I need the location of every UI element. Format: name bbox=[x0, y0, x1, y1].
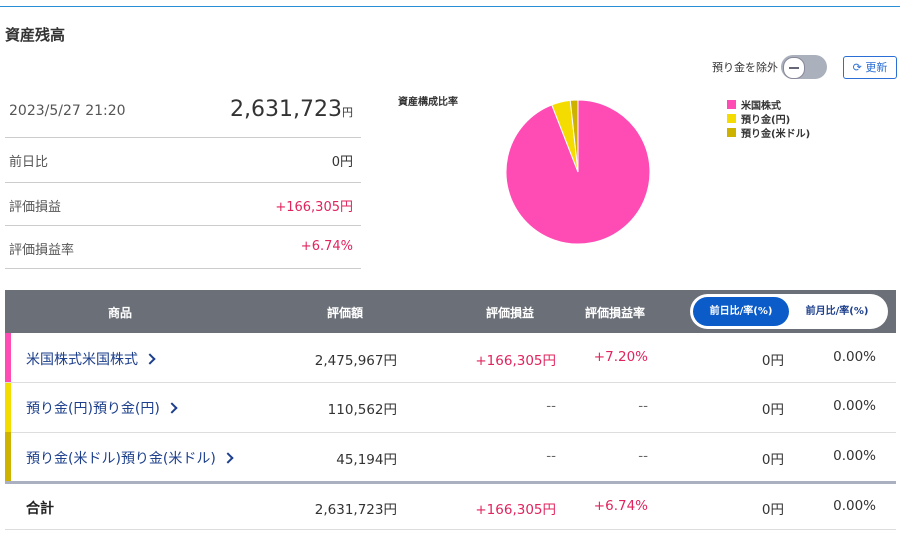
summary-label: 前日比 bbox=[9, 155, 49, 170]
column-header: 評価損益 bbox=[485, 306, 534, 320]
legend-label: 米国株式 bbox=[741, 101, 781, 112]
column-header: 商品 bbox=[107, 306, 132, 320]
tab-active[interactable]: 前日比/率(%) bbox=[693, 297, 789, 326]
product-name: 米国株式 bbox=[82, 351, 138, 368]
chart-title: 資産構成比率 bbox=[398, 97, 458, 108]
period-tabs: 前日比/率(%) 前月比/率(%) bbox=[690, 294, 888, 329]
column-header: 評価額 bbox=[326, 306, 363, 320]
cell: -- bbox=[546, 398, 556, 415]
row-sep bbox=[5, 431, 896, 433]
product-link[interactable]: 預り金(米ドル)預り金(米ドル) bbox=[26, 448, 234, 468]
total-amount: 2,631,723円 bbox=[200, 97, 353, 122]
legend-swatch bbox=[727, 128, 736, 137]
total-sep bbox=[5, 481, 896, 484]
cell: 0.00% bbox=[833, 348, 876, 365]
legend-label: 預り金(円) bbox=[741, 115, 791, 126]
cell: 0.00% bbox=[833, 498, 876, 514]
total-label: 合計 bbox=[26, 501, 54, 517]
exclude-toggle[interactable] bbox=[781, 55, 827, 79]
cell: +6.74% bbox=[593, 498, 648, 514]
total-value: 2,631,723 bbox=[230, 97, 342, 122]
cell: +7.20% bbox=[593, 348, 648, 365]
refresh-icon: ⟳ bbox=[852, 61, 866, 74]
cell: 45,194円 bbox=[336, 451, 397, 468]
cell: 2,475,967円 bbox=[314, 352, 397, 369]
tab[interactable]: 前月比/率(%) bbox=[805, 306, 869, 317]
product-name: 預り金(米ドル) bbox=[120, 450, 216, 467]
cell: 0円 bbox=[761, 352, 784, 369]
legend-swatch bbox=[727, 114, 736, 123]
cell: 0円 bbox=[761, 402, 784, 419]
refresh-label: 更新 bbox=[865, 61, 888, 74]
legend-label: 預り金(米ドル) bbox=[741, 129, 811, 140]
top-rule bbox=[0, 6, 900, 7]
cell: 0.00% bbox=[833, 447, 876, 464]
cell: -- bbox=[546, 447, 556, 464]
summary-label: 評価損益 bbox=[9, 200, 62, 215]
cell: 0円 bbox=[761, 451, 784, 468]
summary-value: +166,305円 bbox=[275, 200, 353, 215]
row-color-bar bbox=[5, 432, 11, 482]
pie-chart bbox=[505, 99, 651, 245]
cell: -- bbox=[638, 447, 648, 464]
row-sep bbox=[5, 382, 896, 383]
summary-label: 評価損益率 bbox=[9, 243, 75, 258]
datetime: 2023/5/27 21:20 bbox=[9, 103, 126, 119]
exclude-label: 預り金を除外 bbox=[712, 61, 778, 74]
cell: -- bbox=[638, 398, 648, 415]
cell: +166,305円 bbox=[475, 502, 556, 518]
summary-sep bbox=[5, 182, 361, 183]
refresh-button[interactable]: ⟳ 更新 bbox=[843, 56, 897, 79]
total-unit: 円 bbox=[342, 106, 353, 119]
toggle-knob bbox=[783, 57, 805, 79]
column-header: 評価損益率 bbox=[584, 306, 645, 320]
legend-swatch bbox=[727, 100, 736, 109]
toggle-icon bbox=[789, 67, 799, 69]
cell: 110,562円 bbox=[327, 402, 397, 419]
row-color-bar bbox=[5, 382, 11, 432]
row-sep bbox=[5, 529, 896, 530]
row-color-bar bbox=[5, 333, 11, 383]
chevron-icon bbox=[222, 452, 234, 464]
page-title: 資産残高 bbox=[5, 26, 66, 44]
cell: +166,305円 bbox=[475, 352, 556, 369]
summary-value: 0円 bbox=[331, 155, 353, 170]
summary-value: +6.74% bbox=[300, 239, 353, 254]
cell: 2,631,723円 bbox=[314, 502, 397, 518]
product-link[interactable]: 預り金(円)預り金(円) bbox=[26, 398, 178, 418]
product-name: 預り金(円) bbox=[92, 401, 160, 418]
pie-slice bbox=[569, 99, 579, 173]
chevron-icon bbox=[144, 353, 156, 365]
cell: 0円 bbox=[761, 502, 784, 518]
summary-sep bbox=[5, 137, 361, 138]
summary-sep bbox=[5, 268, 361, 269]
chevron-icon bbox=[166, 402, 178, 414]
product-link[interactable]: 米国株式米国株式 bbox=[26, 349, 156, 369]
summary-sep bbox=[5, 225, 361, 226]
cell: 0.00% bbox=[833, 398, 876, 415]
